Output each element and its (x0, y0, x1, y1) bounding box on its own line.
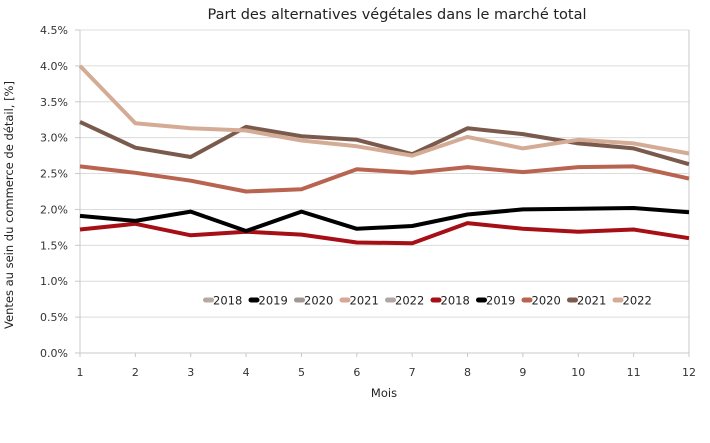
legend-swatch (339, 297, 351, 303)
legend-label: 2021 (577, 294, 606, 308)
x-tick-label: 7 (409, 366, 416, 379)
legend-item-2018: 2018 (203, 294, 242, 308)
x-tick-label: 8 (464, 366, 471, 379)
series-line-2022 (78, 64, 690, 158)
legend-item-2019: 2019 (248, 294, 288, 308)
legend-item-2019: 2019 (476, 294, 515, 308)
legend-swatch (521, 297, 533, 303)
x-axis-label: Mois (371, 386, 397, 400)
x-tick-label: 1 (77, 366, 84, 379)
legend-item-2020: 2020 (294, 294, 333, 308)
legend-label: 2020 (304, 294, 333, 308)
legend-item-2022: 2022 (385, 294, 424, 308)
x-tick-label: 6 (353, 366, 360, 379)
x-tick-label: 12 (682, 366, 696, 379)
legend-label: 2022 (623, 294, 652, 308)
y-axis-label: Ventes au sein du commerce de détail, [%… (2, 81, 16, 329)
legend-item-2020: 2020 (521, 294, 561, 308)
y-tick-label: 2.5% (40, 168, 68, 181)
legend-swatch (385, 297, 396, 303)
legend-item-2018: 2018 (430, 294, 470, 308)
x-tick-label: 3 (187, 366, 194, 379)
x-tick-label: 11 (627, 366, 641, 379)
series-line-2018 (79, 221, 690, 246)
series-line-2019 (79, 206, 690, 233)
legend-label: 2018 (441, 294, 470, 308)
legend-swatch (430, 297, 442, 303)
legend-swatch (476, 297, 487, 303)
legend-label: 2019 (486, 294, 515, 308)
series-line-2021 (79, 120, 690, 167)
legend-swatch (612, 297, 624, 303)
legend-label: 2019 (259, 294, 288, 308)
x-tick-label: 4 (243, 366, 250, 379)
legend-swatch (203, 297, 214, 303)
y-tick-label: 3.5% (40, 96, 68, 109)
x-tick-label: 5 (298, 366, 305, 379)
y-tick-label: 1.5% (40, 239, 68, 252)
x-tick-label: 2 (132, 366, 139, 379)
y-tick-label: 4.0% (40, 60, 68, 73)
legend-label: 2020 (532, 294, 561, 308)
legend-label: 2022 (395, 294, 424, 308)
legend-swatch (248, 297, 260, 303)
series-lines (78, 64, 690, 246)
series-line-2020 (79, 164, 690, 194)
y-tick-label: 2.0% (40, 203, 68, 216)
gridlines (80, 29, 689, 318)
y-tick-label: 3.0% (40, 132, 68, 145)
y-tick-label: 0.5% (40, 311, 68, 324)
x-tick-label: 10 (571, 366, 585, 379)
legend-label: 2021 (350, 294, 379, 308)
x-axis-ticks: 1 2 3 4 5 6 7 8 9 10 11 12 (77, 353, 696, 379)
y-tick-label: 4.5% (40, 24, 68, 37)
y-tick-label: 0.0% (40, 347, 68, 360)
legend-swatch (567, 297, 578, 303)
legend-item-2021: 2021 (339, 294, 379, 308)
chart-title: Part des alternatives végétales dans le … (207, 7, 586, 23)
legend: 2018 2019 2020 2021 2022 2018 2019 2020 2021 2022 (203, 294, 652, 308)
legend-item-2022: 2022 (612, 294, 652, 308)
y-tick-label: 1.0% (40, 275, 68, 288)
y-axis-ticks: 0.0% 0.5% 1.0% 1.5% 2.0% 2.5% 3.0% 3.5% 4.0% 4.5% (40, 24, 80, 360)
legend-label: 2018 (213, 294, 242, 308)
x-tick-label: 9 (519, 366, 526, 379)
legend-swatch (294, 297, 305, 303)
legend-item-2021: 2021 (567, 294, 606, 308)
